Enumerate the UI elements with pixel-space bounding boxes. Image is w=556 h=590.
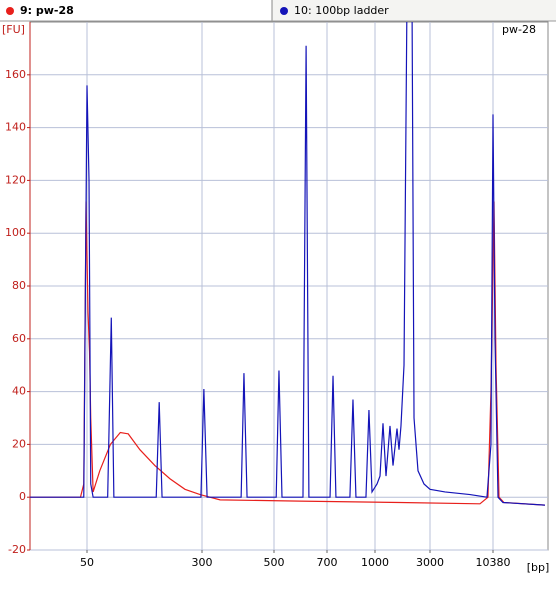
legend-entry[interactable]: 9: pw-28 xyxy=(20,4,74,17)
y-tick-label: 140 xyxy=(5,121,26,134)
trace-line xyxy=(30,22,546,506)
y-tick-label: 0 xyxy=(19,490,26,503)
y-tick-label: 160 xyxy=(5,68,26,81)
trace-line xyxy=(30,201,546,506)
y-tick-label: -20 xyxy=(8,543,26,556)
y-tick-label: 40 xyxy=(12,385,26,398)
legend-dot xyxy=(6,7,14,15)
traces xyxy=(30,22,546,506)
x-tick-label: 3000 xyxy=(416,556,444,569)
tab-selected[interactable] xyxy=(0,0,272,21)
x-tick-label: 1000 xyxy=(361,556,389,569)
y-tick-label: 80 xyxy=(12,279,26,292)
x-tick-label: 700 xyxy=(317,556,338,569)
y-tick-label: 60 xyxy=(12,332,26,345)
chart-title: pw-28 xyxy=(502,23,536,36)
x-tick-label: 10380 xyxy=(476,556,511,569)
x-tick-label: 50 xyxy=(80,556,94,569)
y-tick-label: 20 xyxy=(12,437,26,450)
y-tick-label: 120 xyxy=(5,173,26,186)
y-tick-label: 100 xyxy=(5,226,26,239)
x-tick-label: 500 xyxy=(264,556,285,569)
legend-dot xyxy=(280,7,288,15)
legend-entry[interactable]: 10: 100bp ladder xyxy=(294,4,389,17)
x-tick-label: 300 xyxy=(192,556,213,569)
y-axis-label: [FU] xyxy=(2,23,25,36)
x-axis-label: [bp] xyxy=(527,561,550,574)
